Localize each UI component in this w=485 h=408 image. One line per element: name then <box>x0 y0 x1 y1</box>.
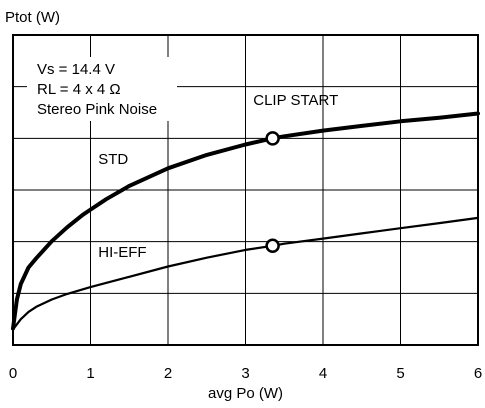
x-tick-label: 0 <box>9 365 17 382</box>
series-line-std <box>11 111 480 331</box>
x-axis-label: avg Po (W) <box>208 385 283 402</box>
y-axis-label: Ptot (W) <box>5 9 60 26</box>
tick-layer: 0 1 2 3 4 5 6 <box>9 365 482 382</box>
marker-layer <box>265 131 280 254</box>
series-line-hi-eff <box>11 216 480 331</box>
conditions-box <box>27 57 177 121</box>
plot-frame <box>12 34 479 346</box>
x-tick-label: 6 <box>474 365 482 382</box>
series-layer <box>11 111 480 331</box>
clip-start-marker-hi-eff <box>265 238 280 254</box>
condition-signal: Stereo Pink Noise <box>37 101 157 118</box>
x-tick-label: 4 <box>319 365 327 382</box>
condition-load: RL = 4 x 4 Ω <box>37 81 121 98</box>
annotation-clip-start: CLIP START <box>253 92 338 109</box>
x-tick-label: 2 <box>164 365 172 382</box>
x-tick-label: 5 <box>396 365 404 382</box>
annotation-hi-eff: HI-EFF <box>98 244 146 261</box>
annotation-layer: CLIP START STD HI-EFF <box>98 92 338 261</box>
annotation-std: STD <box>98 151 128 168</box>
clip-start-marker-std <box>265 131 280 146</box>
x-tick-label: 3 <box>241 365 249 382</box>
condition-supply: Vs = 14.4 V <box>37 61 115 78</box>
x-tick-label: 1 <box>86 365 94 382</box>
